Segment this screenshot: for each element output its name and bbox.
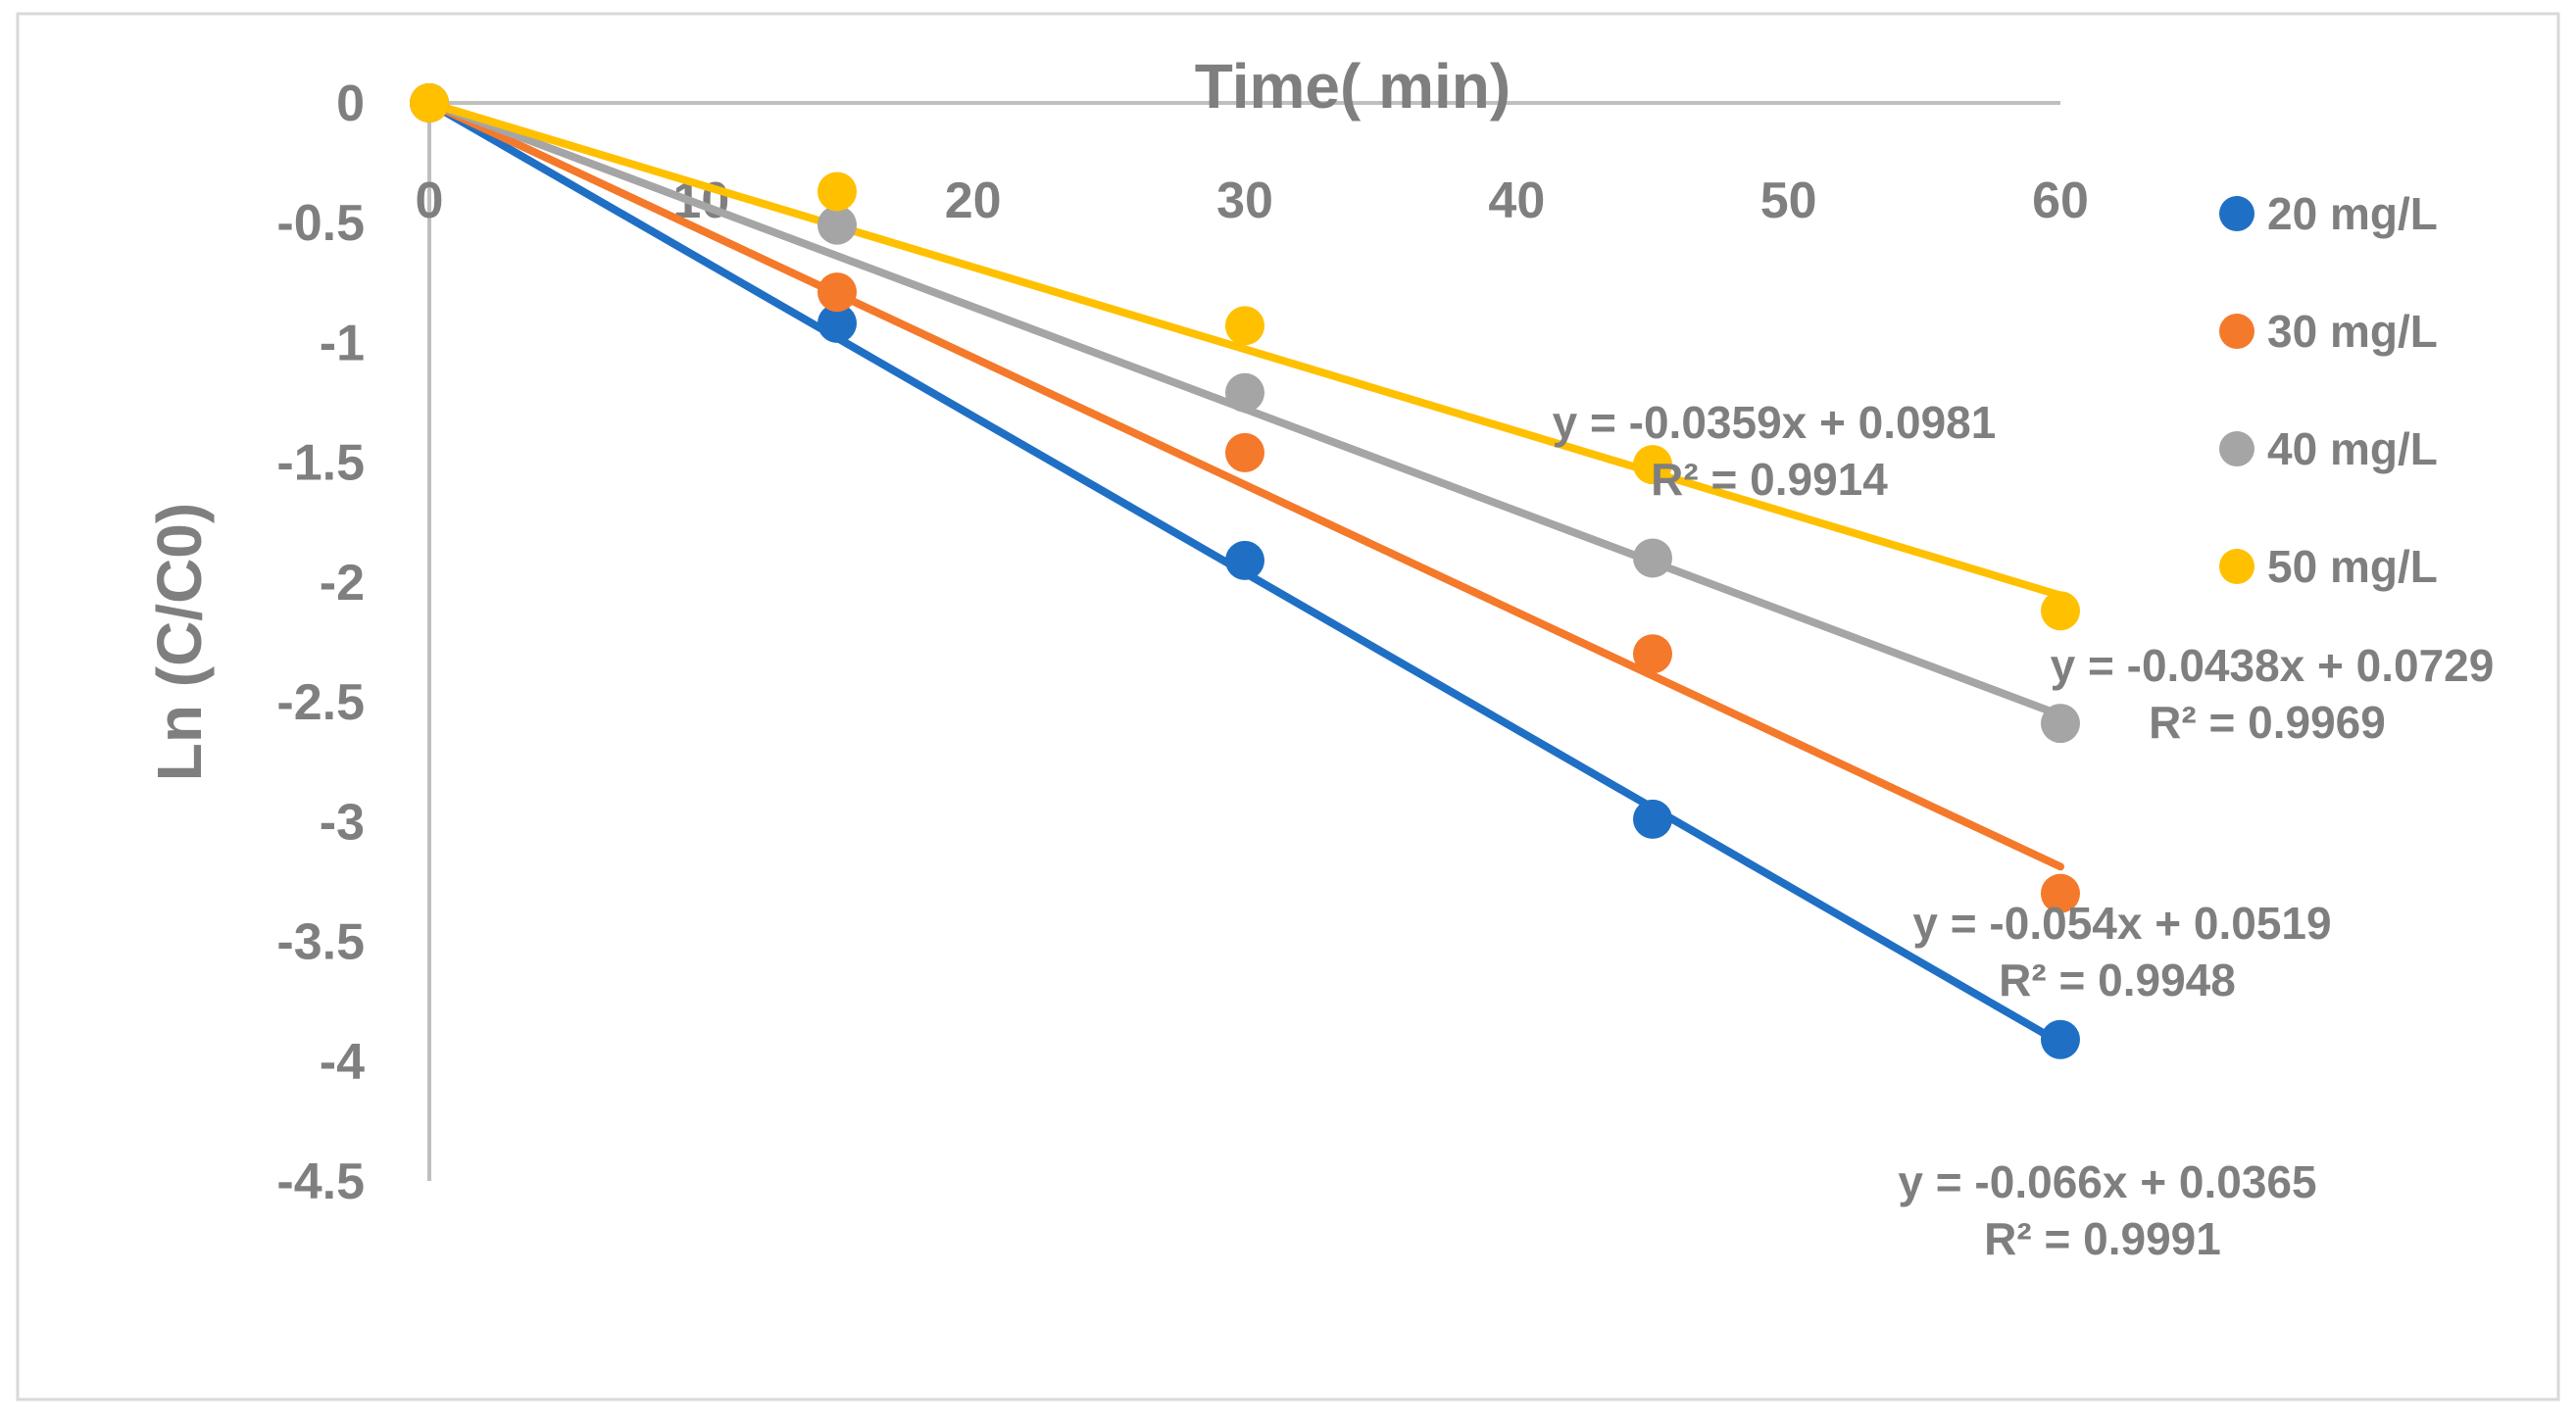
x-tick-label: 60: [2032, 172, 2089, 229]
data-point-series-4: [1225, 306, 1264, 346]
x-tick-label: 0: [416, 172, 444, 229]
data-point-series-3: [2041, 704, 2080, 744]
trendline-series-4: [425, 99, 2064, 600]
data-point-series-2: [1633, 634, 1672, 674]
y-axis-title: Ln (C/C0): [144, 503, 215, 781]
trendline-r-squared: R² = 0.9991: [1984, 1213, 2221, 1264]
legend-marker: [2219, 196, 2254, 231]
data-point-series-2: [817, 272, 857, 313]
y-tick-label: -0.5: [276, 195, 365, 252]
trendline-equation: y = -0.054x + 0.0519: [1912, 898, 2331, 949]
y-tick-label: -2: [320, 555, 365, 612]
y-tick-labels: 0 -0.5 -1 -1.5 -2 -2.5 -3 -3.5 -4 -4.5: [276, 75, 365, 1210]
y-tick-label: -3: [320, 794, 365, 851]
data-point-series-1: [2041, 1019, 2080, 1059]
data-point-series-4: [410, 83, 449, 123]
data-point-series-2: [2041, 873, 2080, 913]
y-tick-label: -3.5: [276, 914, 365, 971]
data-point-series-1: [817, 303, 857, 343]
data-point-series-1: [1225, 540, 1264, 580]
trendline-equation: y = -0.0438x + 0.0729: [2051, 640, 2495, 691]
legend-label: 40 mg/L: [2267, 423, 2438, 474]
trendline-series-2: [425, 99, 2064, 871]
y-tick-label: -2.5: [276, 674, 365, 731]
x-axis-title: Time( min): [1195, 51, 1511, 122]
trendline-r-squared: R² = 0.9948: [1999, 955, 2236, 1005]
data-point-series-4: [1633, 445, 1672, 485]
legend-marker: [2219, 549, 2254, 584]
legend-label: 50 mg/L: [2267, 541, 2438, 592]
x-tick-label: 50: [1760, 172, 1817, 229]
data-point-series-3: [1225, 372, 1264, 413]
data-point-series-2: [1225, 432, 1264, 472]
trendline-equations: y = -0.066x + 0.0365 R² = 0.9991 y = -0.05…: [1553, 397, 2495, 1264]
trendline-r-squared: R² = 0.9914: [1651, 454, 1888, 505]
legend-marker: [2219, 314, 2254, 349]
y-tick-label: -1: [320, 315, 365, 371]
y-tick-label: -4: [320, 1034, 365, 1091]
data-point-series-4: [2041, 591, 2080, 631]
data-point-series-3: [817, 205, 857, 245]
legend: 20 mg/L 30 mg/L 40 mg/L 50 mg/L: [2219, 188, 2438, 592]
y-tick-label: -1.5: [276, 435, 365, 492]
data-point-series-1: [1633, 799, 1672, 839]
legend-label: 30 mg/L: [2267, 306, 2438, 357]
x-tick-label: 40: [1488, 172, 1545, 229]
trendline-equation: y = -0.0359x + 0.0981: [1553, 397, 1997, 448]
legend-marker: [2219, 431, 2254, 466]
y-tick-label: -4.5: [276, 1153, 365, 1210]
chart-border: [16, 12, 2560, 1401]
x-tick-label: 20: [945, 172, 1002, 229]
trendline-equation: y = -0.066x + 0.0365: [1898, 1156, 2316, 1207]
trendline-r-squared: R² = 0.9969: [2149, 697, 2386, 748]
legend-label: 20 mg/L: [2267, 188, 2438, 239]
data-point-series-3: [1633, 538, 1672, 578]
data-points: [410, 83, 2080, 1059]
x-tick-label: 30: [1216, 172, 1273, 229]
data-point-series-4: [817, 172, 857, 212]
axes: [427, 101, 2060, 1181]
y-tick-label: 0: [336, 75, 365, 132]
